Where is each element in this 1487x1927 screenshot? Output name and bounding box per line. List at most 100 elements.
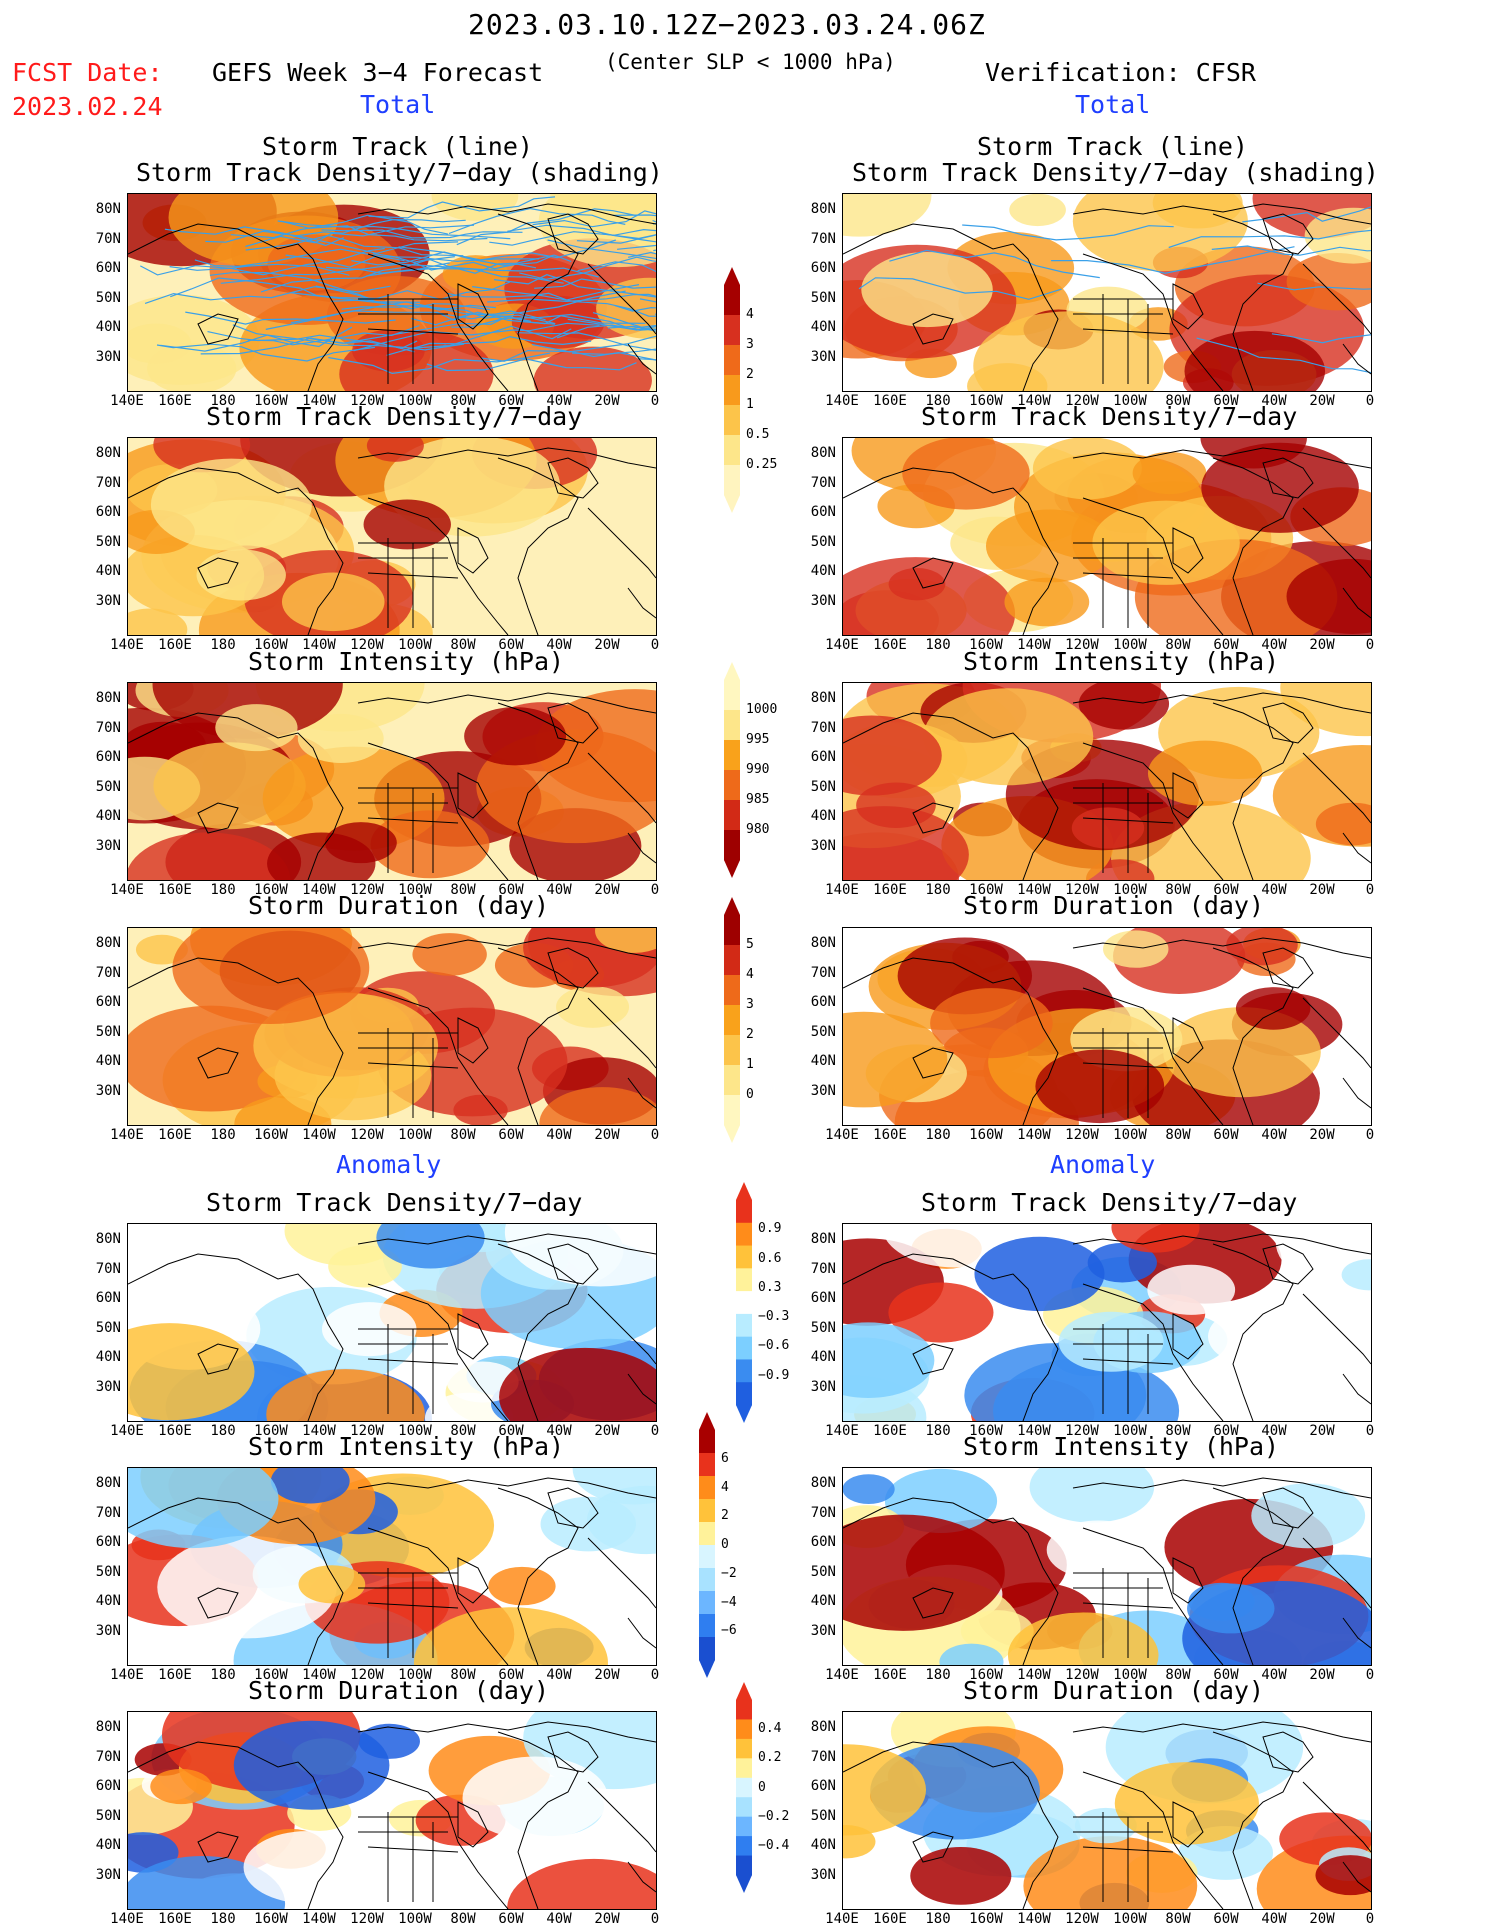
lon-label: 40W bbox=[1249, 393, 1299, 409]
lon-label: 160E bbox=[865, 1423, 915, 1439]
lon-label: 80W bbox=[1153, 1667, 1203, 1683]
colorbar-swatch bbox=[724, 345, 740, 376]
colorbar-label: 5 bbox=[746, 937, 754, 952]
colorbar-swatch bbox=[736, 1223, 752, 1246]
colorbar-swatch bbox=[699, 1476, 715, 1500]
lat-label: 40N bbox=[81, 1593, 121, 1609]
lat-label: 40N bbox=[796, 563, 836, 579]
lon-label: 0 bbox=[630, 637, 680, 653]
lon-label: 160W bbox=[246, 393, 296, 409]
colorbar-swatch bbox=[724, 710, 740, 741]
lon-label: 40W bbox=[534, 637, 584, 653]
lat-label: 70N bbox=[81, 475, 121, 491]
lon-label: 140E bbox=[817, 637, 867, 653]
lat-label: 80N bbox=[796, 1231, 836, 1247]
map-shading bbox=[128, 194, 656, 391]
colorbar-label: −0.9 bbox=[758, 1368, 789, 1383]
lon-label: 180 bbox=[913, 1667, 963, 1683]
lat-label: 70N bbox=[81, 720, 121, 736]
lat-label: 70N bbox=[796, 1261, 836, 1277]
lon-label: 0 bbox=[630, 1127, 680, 1143]
colorbar-label: −0.4 bbox=[758, 1838, 789, 1853]
colorbar-label: −0.3 bbox=[758, 1309, 789, 1324]
lat-label: 40N bbox=[796, 319, 836, 335]
lon-label: 160W bbox=[961, 637, 1011, 653]
lat-label: 60N bbox=[796, 504, 836, 520]
lat-label: 60N bbox=[81, 1534, 121, 1550]
lon-label: 100W bbox=[390, 393, 440, 409]
lon-label: 80W bbox=[438, 393, 488, 409]
colorbar-swatch bbox=[724, 915, 740, 946]
lat-label: 80N bbox=[81, 935, 121, 951]
colorbar-swatch bbox=[736, 1856, 752, 1876]
map-panel bbox=[127, 1223, 657, 1422]
section-anomaly-left: Anomaly bbox=[336, 1150, 441, 1179]
lat-label: 30N bbox=[81, 1867, 121, 1883]
colorbar-swatch bbox=[699, 1499, 715, 1523]
lon-label: 0 bbox=[1345, 1423, 1395, 1439]
lon-label: 120W bbox=[1057, 1127, 1107, 1143]
colorbar-swatch bbox=[736, 1797, 752, 1817]
lon-label: 160E bbox=[150, 637, 200, 653]
lon-label: 160E bbox=[865, 393, 915, 409]
title-track-line-left: Storm Track (line) bbox=[262, 132, 533, 161]
lat-label: 50N bbox=[81, 779, 121, 795]
lon-label: 180 bbox=[198, 1127, 248, 1143]
lon-label: 0 bbox=[1345, 882, 1395, 898]
lon-label: 120W bbox=[342, 882, 392, 898]
lon-label: 140E bbox=[102, 882, 152, 898]
map-shading bbox=[843, 683, 1371, 880]
lon-label: 180 bbox=[913, 1423, 963, 1439]
lon-label: 140E bbox=[102, 1423, 152, 1439]
lat-label: 60N bbox=[796, 749, 836, 765]
lon-label: 80W bbox=[438, 637, 488, 653]
lon-label: 140E bbox=[817, 1423, 867, 1439]
lat-label: 80N bbox=[796, 690, 836, 706]
colorbar-swatch bbox=[724, 1005, 740, 1036]
lat-label: 60N bbox=[81, 1778, 121, 1794]
map-shading bbox=[128, 928, 656, 1125]
lat-label: 40N bbox=[81, 1053, 121, 1069]
lat-label: 70N bbox=[796, 231, 836, 247]
lat-label: 60N bbox=[796, 1290, 836, 1306]
lon-label: 140E bbox=[817, 882, 867, 898]
lat-label: 80N bbox=[796, 1475, 836, 1491]
colorbar-swatch bbox=[699, 1545, 715, 1569]
lat-label: 80N bbox=[796, 1719, 836, 1735]
lon-label: 160W bbox=[961, 882, 1011, 898]
lon-label: 0 bbox=[1345, 393, 1395, 409]
colorbar-swatch bbox=[724, 405, 740, 436]
lon-label: 180 bbox=[913, 1127, 963, 1143]
colorbar-intensity-total bbox=[720, 660, 744, 880]
lon-label: 20W bbox=[1297, 637, 1347, 653]
lon-label: 60W bbox=[486, 637, 536, 653]
lon-label: 160W bbox=[246, 637, 296, 653]
lon-label: 160E bbox=[150, 882, 200, 898]
colorbar-label: 0.25 bbox=[746, 457, 777, 472]
lon-label: 20W bbox=[1297, 1423, 1347, 1439]
verification-label: Verification: CFSR bbox=[985, 58, 1256, 87]
lat-label: 50N bbox=[796, 1564, 836, 1580]
lon-label: 100W bbox=[1105, 1127, 1155, 1143]
section-anomaly-right: Anomaly bbox=[1050, 1150, 1155, 1179]
lon-label: 120W bbox=[342, 1667, 392, 1683]
colorbar-label: 0.2 bbox=[758, 1750, 781, 1765]
colorbar-label: 2 bbox=[746, 367, 754, 382]
colorbar-label: 0 bbox=[758, 1780, 766, 1795]
lat-label: 40N bbox=[796, 1837, 836, 1853]
map-panel bbox=[127, 193, 657, 392]
lon-label: 20W bbox=[582, 1423, 632, 1439]
colorbar-density-total bbox=[720, 265, 744, 515]
map-panel bbox=[127, 1467, 657, 1666]
lon-label: 40W bbox=[534, 1667, 584, 1683]
colorbar-label: 0.3 bbox=[758, 1280, 781, 1295]
lon-label: 120W bbox=[342, 1423, 392, 1439]
lat-label: 50N bbox=[796, 1320, 836, 1336]
map-panel bbox=[842, 927, 1372, 1126]
colorbar-swatch bbox=[699, 1591, 715, 1615]
lon-label: 100W bbox=[390, 882, 440, 898]
colorbar-label: 4 bbox=[746, 307, 754, 322]
lon-label: 180 bbox=[913, 637, 963, 653]
lon-label: 160W bbox=[961, 393, 1011, 409]
lon-label: 100W bbox=[390, 637, 440, 653]
